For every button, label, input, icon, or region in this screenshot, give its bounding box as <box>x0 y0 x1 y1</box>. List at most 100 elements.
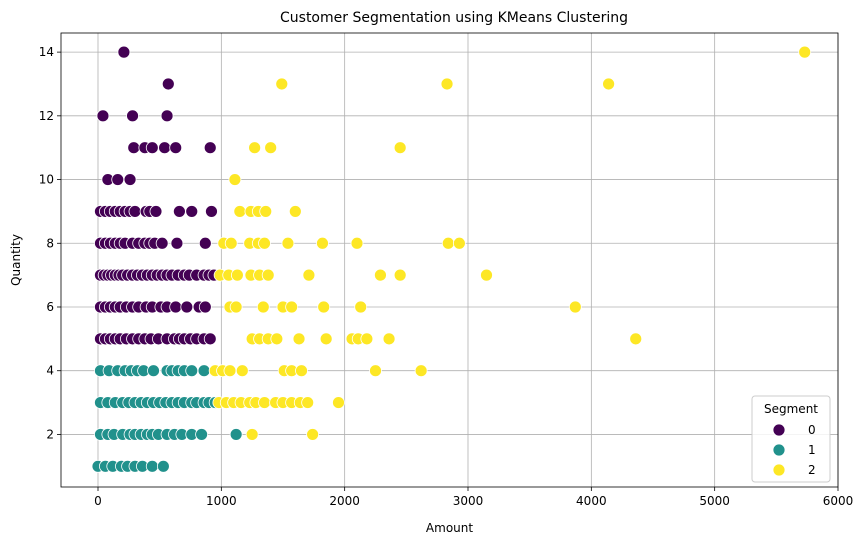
data-point-segment-2 <box>230 268 244 282</box>
chart-title: Customer Segmentation using KMeans Clust… <box>280 10 628 26</box>
data-point-segment-0 <box>203 141 217 155</box>
data-point-segment-2 <box>256 300 270 314</box>
data-point-segment-0 <box>198 300 212 314</box>
data-point-segment-0 <box>126 109 139 123</box>
x-tick-label: 6000 <box>823 494 854 508</box>
data-point-segment-0 <box>161 77 175 91</box>
y-axis-label: Quantity <box>9 234 23 286</box>
legend-label: 0 <box>808 423 816 437</box>
x-tick-label: 3000 <box>453 494 484 508</box>
data-point-segment-0 <box>185 205 199 218</box>
data-point-segment-0 <box>158 141 172 155</box>
legend-marker <box>772 443 786 457</box>
data-point-segment-2 <box>301 396 315 409</box>
data-point-segment-2 <box>292 332 306 346</box>
data-point-segment-0 <box>149 205 163 218</box>
x-tick-label: 4000 <box>576 494 607 508</box>
data-point-segment-1 <box>147 364 160 378</box>
legend: Segment 0 1 2 <box>751 395 831 483</box>
data-point-segment-2 <box>264 141 278 155</box>
grid <box>61 33 839 487</box>
data-point-segment-2 <box>374 268 387 282</box>
data-point-segment-0 <box>180 300 194 314</box>
data-point-segment-0 <box>128 205 142 218</box>
y-tick-label: 14 <box>39 45 54 59</box>
data-point-segment-0 <box>170 236 184 250</box>
data-point-segment-0 <box>172 205 186 218</box>
y-tick-label: 2 <box>46 427 54 441</box>
data-point-segment-1 <box>156 459 170 473</box>
data-point-segment-1 <box>195 428 209 441</box>
data-points <box>91 45 812 473</box>
data-point-segment-2 <box>360 332 374 346</box>
data-point-segment-0 <box>127 141 141 155</box>
legend-title: Segment <box>764 402 818 416</box>
data-point-segment-0 <box>198 236 212 250</box>
data-point-segment-2 <box>316 236 329 250</box>
legend-items: 0 1 2 <box>772 423 816 477</box>
legend-box <box>751 395 831 483</box>
data-point-segment-2 <box>354 300 368 314</box>
x-axis-label: Amount <box>426 521 473 535</box>
data-point-segment-2 <box>480 268 493 282</box>
data-point-segment-0 <box>205 205 218 218</box>
data-point-segment-2 <box>452 236 466 250</box>
data-point-segment-2 <box>258 236 271 250</box>
data-point-segment-2 <box>275 77 289 91</box>
data-point-segment-1 <box>145 459 159 473</box>
data-point-segment-0 <box>117 45 131 59</box>
data-point-segment-2 <box>319 332 333 346</box>
y-tick-label: 8 <box>46 236 54 250</box>
data-point-segment-2 <box>602 77 615 91</box>
data-point-segment-2 <box>245 428 259 441</box>
data-point-segment-2 <box>306 428 320 441</box>
x-tick-label: 2000 <box>329 494 360 508</box>
data-point-segment-2 <box>441 236 455 250</box>
legend-label: 2 <box>808 463 816 477</box>
data-point-segment-2 <box>414 364 428 378</box>
data-point-segment-2 <box>798 45 812 59</box>
legend-label: 1 <box>808 443 816 457</box>
y-tick-label: 12 <box>39 109 54 123</box>
data-point-segment-0 <box>169 141 183 155</box>
data-point-segment-2 <box>235 364 249 378</box>
data-point-segment-2 <box>295 364 308 378</box>
data-point-segment-2 <box>393 141 407 155</box>
data-point-segment-2 <box>261 268 275 282</box>
data-point-segment-2 <box>350 236 364 250</box>
plot-frame <box>60 32 839 488</box>
data-point-segment-0 <box>145 141 159 155</box>
data-point-segment-2 <box>229 300 243 314</box>
data-point-segment-1 <box>229 428 243 441</box>
data-point-segment-2 <box>302 268 316 282</box>
data-point-segment-2 <box>259 205 273 218</box>
data-point-segment-0 <box>111 173 125 186</box>
data-point-segment-1 <box>197 364 211 378</box>
data-point-segment-1 <box>185 364 199 378</box>
data-point-segment-2 <box>382 332 396 346</box>
data-point-segment-2 <box>393 268 407 282</box>
data-point-segment-2 <box>332 396 345 409</box>
y-tick-label: 6 <box>46 300 54 314</box>
y-tick-label: 4 <box>46 364 54 378</box>
data-point-segment-0 <box>169 300 183 314</box>
data-point-segment-2 <box>288 205 302 218</box>
data-point-segment-2 <box>285 300 299 314</box>
data-point-segment-2 <box>223 364 237 378</box>
data-point-segment-2 <box>270 332 284 346</box>
data-point-segment-2 <box>224 236 238 250</box>
x-tick-label: 0 <box>94 494 102 508</box>
data-point-segment-2 <box>317 300 331 314</box>
data-point-segment-2 <box>233 205 247 218</box>
data-point-segment-0 <box>96 109 110 123</box>
legend-marker <box>772 463 786 477</box>
data-point-segment-2 <box>440 77 454 91</box>
data-point-segment-0 <box>155 236 169 250</box>
data-point-segment-2 <box>248 141 262 155</box>
data-point-segment-0 <box>203 332 217 346</box>
x-tick-label: 1000 <box>206 494 237 508</box>
y-tick-label: 10 <box>39 173 54 187</box>
data-point-segment-2 <box>568 300 582 314</box>
